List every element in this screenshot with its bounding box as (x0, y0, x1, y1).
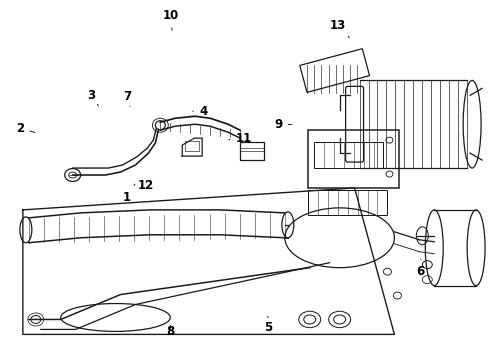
Text: 5: 5 (263, 316, 271, 333)
Text: 6: 6 (416, 259, 424, 278)
Text: 12: 12 (138, 179, 154, 192)
Text: 10: 10 (162, 9, 178, 30)
Bar (307, 130, 399, 188)
Text: 1: 1 (122, 184, 135, 204)
Text: 9: 9 (274, 118, 291, 131)
Text: 3: 3 (87, 89, 98, 106)
Bar (240, 142, 264, 160)
Text: 13: 13 (329, 19, 348, 38)
Text: 8: 8 (166, 325, 174, 338)
Text: 11: 11 (228, 132, 251, 145)
Text: 7: 7 (123, 90, 131, 107)
Bar (185, 141, 199, 151)
Text: 2: 2 (16, 122, 35, 135)
Text: 4: 4 (192, 105, 207, 118)
Bar (307, 190, 386, 215)
Bar (299, 49, 369, 93)
Bar (313, 142, 383, 168)
